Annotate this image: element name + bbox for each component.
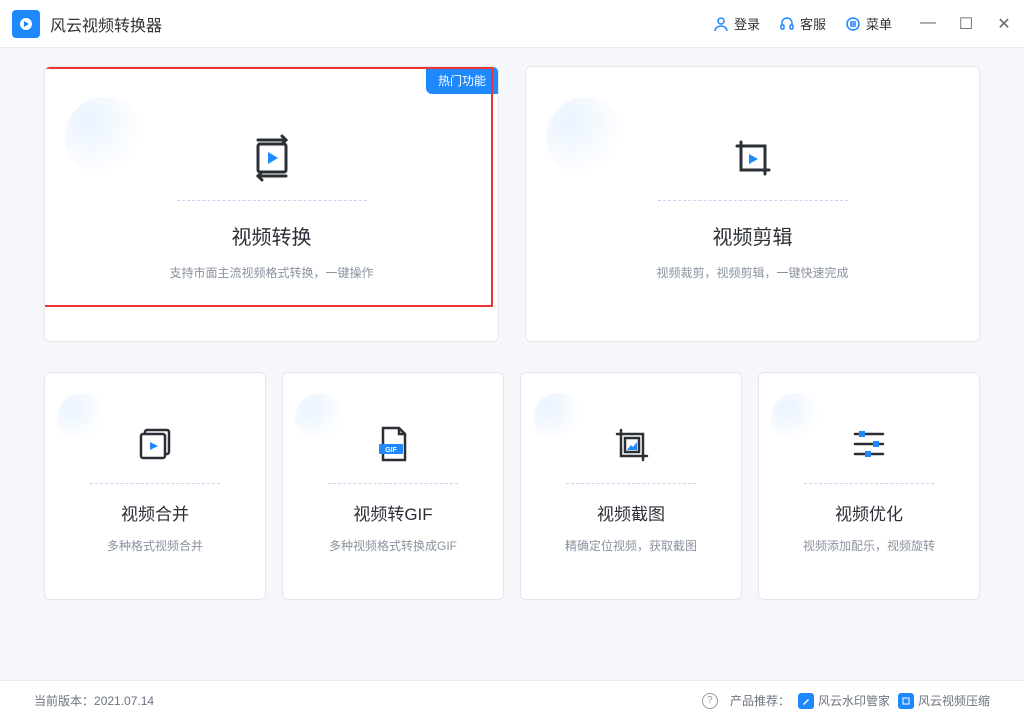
minimize-button[interactable]: — [920, 14, 936, 34]
card-title: 视频转GIF [353, 500, 432, 525]
divider [177, 200, 367, 201]
card-title: 视频优化 [835, 500, 903, 525]
titlebar: 风云视频转换器 登录 客服 菜单 — ☐ ✕ [0, 0, 1024, 48]
help-icon[interactable]: ? [702, 693, 718, 709]
recommend-item-1[interactable]: 风云水印管家 [798, 692, 890, 709]
content: 热门功能 视频转换 支持市面主流视频格式转换，一键操作 视频剪辑 视频裁剪，视频… [0, 48, 1024, 660]
version-label: 当前版本： [34, 692, 94, 709]
divider [804, 483, 934, 484]
card-video-merge[interactable]: 视频合并 多种格式视频合并 [44, 372, 266, 600]
rec2-label: 风云视频压缩 [918, 692, 990, 709]
card-video-convert[interactable]: 热门功能 视频转换 支持市面主流视频格式转换，一键操作 [44, 66, 499, 342]
card-title: 视频剪辑 [713, 221, 793, 250]
compress-icon [898, 693, 914, 709]
divider [328, 483, 458, 484]
convert-icon [242, 128, 302, 188]
menu-icon [844, 15, 862, 33]
divider [658, 200, 848, 201]
decoration [65, 97, 145, 177]
decoration [57, 393, 107, 443]
user-icon [712, 15, 730, 33]
close-button[interactable]: ✕ [996, 14, 1012, 34]
footer: 当前版本： 2021.07.14 ? 产品推荐： 风云水印管家 风云视频压缩 [0, 680, 1024, 720]
merge-icon [130, 419, 180, 469]
bottom-cards: 视频合并 多种格式视频合并 GIF 视频转GIF 多种视频格式转换成GIF 视频… [44, 372, 980, 600]
hot-badge: 热门功能 [426, 67, 498, 94]
card-video-gif[interactable]: GIF 视频转GIF 多种视频格式转换成GIF [282, 372, 504, 600]
decoration [546, 97, 626, 177]
card-title: 视频转换 [232, 221, 312, 250]
card-video-edit[interactable]: 视频剪辑 视频裁剪，视频剪辑，一键快速完成 [525, 66, 980, 342]
card-desc: 多种视频格式转换成GIF [329, 537, 457, 554]
card-video-optimize[interactable]: 视频优化 视频添加配乐，视频旋转 [758, 372, 980, 600]
support-button[interactable]: 客服 [778, 14, 826, 33]
maximize-button[interactable]: ☐ [958, 14, 974, 34]
titlebar-actions: 登录 客服 菜单 — ☐ ✕ [712, 14, 1012, 34]
card-title: 视频截图 [597, 500, 665, 525]
card-desc: 支持市面主流视频格式转换，一键操作 [169, 264, 373, 281]
watermark-icon [798, 693, 814, 709]
footer-right: ? 产品推荐： 风云水印管家 风云视频压缩 [702, 692, 990, 709]
card-video-screenshot[interactable]: 视频截图 精确定位视频，获取截图 [520, 372, 742, 600]
edit-icon [723, 128, 783, 188]
card-desc: 视频裁剪，视频剪辑，一键快速完成 [656, 264, 848, 281]
headset-icon [778, 15, 796, 33]
divider [566, 483, 696, 484]
divider [90, 483, 220, 484]
support-label: 客服 [800, 14, 826, 33]
decoration [533, 393, 583, 443]
app-logo [12, 10, 40, 38]
window-controls: — ☐ ✕ [920, 14, 1012, 34]
screenshot-icon [606, 419, 656, 469]
login-label: 登录 [734, 14, 760, 33]
gif-icon: GIF [368, 419, 418, 469]
version-value: 2021.07.14 [94, 694, 154, 708]
card-title: 视频合并 [121, 500, 189, 525]
decoration [295, 393, 345, 443]
card-desc: 精确定位视频，获取截图 [565, 537, 697, 554]
menu-label: 菜单 [866, 14, 892, 33]
optimize-icon [844, 419, 894, 469]
card-desc: 视频添加配乐，视频旋转 [803, 537, 935, 554]
recommend-item-2[interactable]: 风云视频压缩 [898, 692, 990, 709]
top-cards: 热门功能 视频转换 支持市面主流视频格式转换，一键操作 视频剪辑 视频裁剪，视频… [44, 66, 980, 342]
recommend-label: 产品推荐： [730, 692, 790, 709]
card-desc: 多种格式视频合并 [107, 537, 203, 554]
decoration [771, 393, 821, 443]
svg-text:GIF: GIF [385, 447, 397, 454]
rec1-label: 风云水印管家 [818, 692, 890, 709]
menu-button[interactable]: 菜单 [844, 14, 892, 33]
app-title: 风云视频转换器 [50, 12, 162, 36]
login-button[interactable]: 登录 [712, 14, 760, 33]
